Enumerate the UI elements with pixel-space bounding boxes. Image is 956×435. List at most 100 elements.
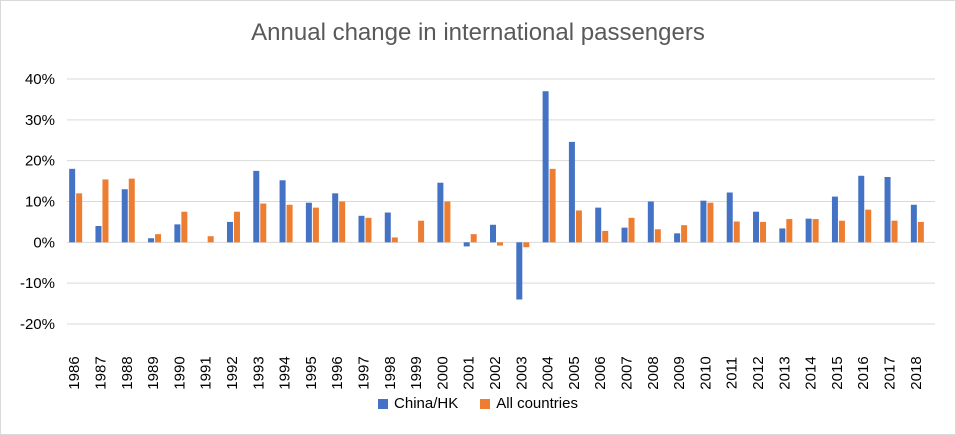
bar-all-countries	[707, 202, 714, 243]
bar-china-hk	[121, 189, 128, 243]
bar-all-countries	[286, 204, 293, 243]
x-tick-label: 1988	[119, 356, 136, 389]
bar-china-hk	[384, 212, 391, 243]
x-tick-label: 2013	[776, 356, 793, 389]
x-tick-label: 1991	[198, 356, 215, 389]
bar-all-countries	[444, 201, 451, 243]
bar-china-hk	[95, 226, 102, 243]
x-tick-label: 2017	[882, 356, 899, 389]
x-tick-label: 1995	[303, 356, 320, 389]
bar-all-countries	[628, 217, 635, 243]
bar-all-countries	[523, 242, 530, 248]
legend: China/HK All countries	[1, 395, 955, 412]
x-tick-label: 1992	[224, 356, 241, 389]
bar-china-hk	[253, 170, 260, 243]
x-tick-label: 2015	[829, 356, 846, 389]
bar-china-hk	[69, 168, 76, 243]
x-tick-label: 2014	[803, 356, 820, 389]
x-tick-label: 2007	[619, 356, 636, 389]
y-tick-label: 40%	[25, 71, 55, 88]
legend-item-all-countries: All countries	[480, 395, 578, 412]
x-tick-label: 1998	[382, 356, 399, 389]
bar-china-hk	[779, 228, 786, 243]
bar-all-countries	[102, 179, 109, 243]
x-tick-label: 1989	[145, 356, 162, 389]
bar-china-hk	[674, 233, 681, 243]
bar-all-countries	[181, 211, 188, 243]
x-tick-label: 1986	[66, 356, 83, 389]
legend-swatch-china-hk	[378, 398, 389, 409]
bar-all-countries	[128, 178, 135, 243]
bar-all-countries	[549, 168, 556, 243]
x-tick-label: 2011	[724, 357, 741, 389]
x-tick-label: 2003	[513, 356, 530, 389]
bar-china-hk	[753, 211, 760, 243]
bar-china-hk	[910, 204, 917, 243]
legend-swatch-all-countries	[480, 398, 491, 409]
x-tick-label: 2002	[487, 356, 504, 389]
y-tick-label: 10%	[25, 194, 55, 211]
x-tick-label: 2012	[750, 356, 767, 389]
bar-all-countries	[260, 203, 267, 243]
x-tick-label: 1993	[250, 356, 267, 389]
bar-china-hk	[332, 193, 339, 243]
bar-all-countries	[891, 220, 898, 243]
bar-all-countries	[865, 209, 872, 243]
y-tick-label: 0%	[33, 234, 55, 251]
x-tick-label: 2000	[434, 356, 451, 389]
x-tick-label: 1997	[355, 356, 372, 389]
bar-all-countries	[155, 234, 162, 243]
x-tick-label: 2008	[645, 356, 662, 389]
bar-china-hk	[463, 242, 470, 247]
bar-china-hk	[542, 91, 549, 243]
bar-china-hk	[884, 177, 891, 243]
bar-all-countries	[365, 217, 372, 243]
bar-china-hk	[490, 224, 496, 243]
bar-all-countries	[812, 219, 819, 243]
bar-china-hk	[437, 182, 444, 243]
y-tick-label: -10%	[20, 275, 55, 292]
bar-all-countries	[733, 221, 740, 243]
y-tick-label: 20%	[25, 153, 55, 170]
bar-china-hk	[595, 207, 602, 243]
bar-all-countries	[207, 236, 214, 243]
bar-china-hk	[305, 202, 312, 243]
bar-china-hk	[621, 227, 628, 243]
bar-all-countries	[339, 201, 346, 243]
bar-all-countries	[602, 230, 609, 243]
x-tick-label: 1994	[277, 356, 294, 389]
bar-china-hk	[700, 200, 707, 243]
x-tick-label: 2006	[592, 356, 609, 389]
x-tick-label: 1987	[92, 356, 109, 389]
bar-all-countries	[497, 242, 503, 246]
y-tick-label: 30%	[25, 112, 55, 129]
x-tick-label: 1999	[408, 356, 425, 389]
bar-china-hk	[226, 221, 233, 243]
bar-all-countries	[575, 210, 582, 243]
x-tick-label: 1990	[171, 356, 188, 389]
legend-label-all-countries: All countries	[496, 395, 578, 412]
x-tick-label: 2016	[855, 356, 872, 389]
bar-all-countries	[917, 221, 924, 243]
bar-all-countries	[786, 219, 793, 243]
bar-china-hk	[148, 238, 155, 243]
x-tick-label: 2001	[461, 356, 478, 389]
bar-all-countries	[760, 221, 767, 243]
bar-all-countries	[654, 229, 661, 243]
bar-all-countries	[233, 211, 240, 243]
x-tick-label: 2009	[671, 356, 688, 389]
bar-all-countries	[76, 193, 83, 243]
legend-item-china-hk: China/HK	[378, 395, 458, 412]
bar-all-countries	[470, 234, 477, 243]
bar-all-countries	[418, 220, 425, 243]
bar-china-hk	[568, 141, 575, 243]
bar-all-countries	[312, 207, 319, 243]
bar-all-countries	[838, 220, 845, 243]
legend-label-china-hk: China/HK	[394, 395, 459, 412]
bar-china-hk	[805, 218, 812, 243]
bar-china-hk	[647, 201, 654, 243]
bar-china-hk	[358, 215, 365, 243]
x-tick-label: 2018	[908, 356, 925, 389]
